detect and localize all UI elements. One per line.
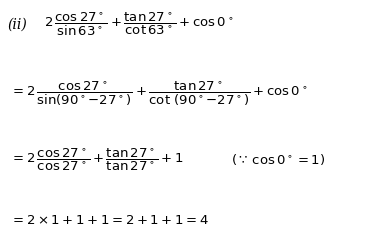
Text: $= 2\,\dfrac{\cos 27^\circ}{\cos 27^\circ} + \dfrac{\tan 27^\circ}{\tan 27^\circ: $= 2\,\dfrac{\cos 27^\circ}{\cos 27^\cir…: [10, 147, 183, 173]
Text: $= 2 \times 1 + 1 + 1 = 2 + 1 + 1 = 4$: $= 2 \times 1 + 1 + 1 = 2 + 1 + 1 = 4$: [10, 214, 208, 227]
Text: $= 2\,\dfrac{\cos 27^\circ}{\sin(90^\circ{-}27^\circ)} + \dfrac{\tan 27^\circ}{\: $= 2\,\dfrac{\cos 27^\circ}{\sin(90^\cir…: [10, 80, 307, 109]
Text: $2\,\dfrac{\cos 27^\circ}{\sin 63^\circ} + \dfrac{\tan 27^\circ}{\cot 63^\circ} : $2\,\dfrac{\cos 27^\circ}{\sin 63^\circ}…: [44, 11, 234, 38]
Text: $(\because\, \cos 0^\circ = 1)$: $(\because\, \cos 0^\circ = 1)$: [231, 152, 325, 167]
Text: (ii): (ii): [8, 17, 27, 31]
